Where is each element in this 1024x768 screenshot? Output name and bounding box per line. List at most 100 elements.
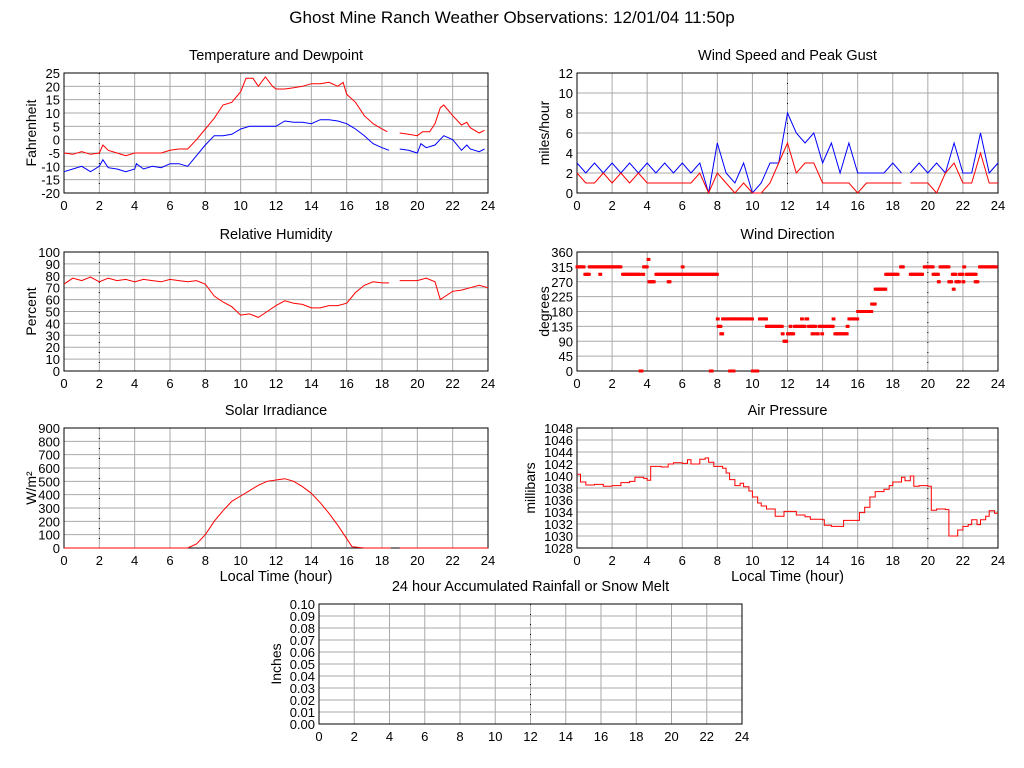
x-tick-label: 14 bbox=[559, 729, 573, 744]
x-tick-label: 16 bbox=[339, 376, 353, 391]
y-tick-label: 0.05 bbox=[290, 657, 315, 672]
y-axis-label: millibars bbox=[522, 462, 538, 513]
x-tick-label: 2 bbox=[96, 198, 103, 213]
y-tick-label: 400 bbox=[38, 488, 60, 503]
plot-frame bbox=[63, 72, 489, 194]
y-tick-label: 0 bbox=[53, 364, 60, 379]
x-tick-label: 22 bbox=[700, 729, 714, 744]
y-axis-label: W/m² bbox=[23, 471, 39, 505]
direction-point bbox=[950, 280, 954, 284]
page-title: Ghost Mine Ranch Weather Observations: 1… bbox=[289, 8, 735, 27]
y-tick-label: 5 bbox=[53, 119, 60, 134]
x-tick-label: 14 bbox=[304, 553, 318, 568]
y-tick-label: 180 bbox=[551, 305, 573, 320]
y-tick-label: 10 bbox=[46, 352, 60, 367]
x-tick-label: 22 bbox=[956, 376, 970, 391]
direction-point bbox=[668, 280, 672, 284]
direction-point bbox=[901, 265, 905, 269]
y-tick-label: 1030 bbox=[544, 529, 573, 544]
y-tick-label: 0 bbox=[566, 186, 573, 201]
direction-point bbox=[846, 324, 850, 328]
x-tick-label: 6 bbox=[166, 553, 173, 568]
x-tick-label: 0 bbox=[60, 376, 67, 391]
y-tick-label: 4 bbox=[566, 146, 573, 161]
x-tick-label: 10 bbox=[233, 198, 247, 213]
direction-point bbox=[638, 272, 642, 276]
direction-point bbox=[937, 280, 941, 284]
x-tick-label: 12 bbox=[523, 729, 537, 744]
x-tick-label: 12 bbox=[780, 376, 794, 391]
y-tick-label: 0.01 bbox=[290, 705, 315, 720]
direction-point bbox=[764, 317, 768, 321]
direction-point bbox=[721, 332, 725, 336]
x-tick-label: 0 bbox=[315, 729, 322, 744]
plot-frame bbox=[318, 603, 743, 725]
chart-title: Solar Irradiance bbox=[225, 403, 327, 419]
direction-point bbox=[800, 317, 804, 321]
x-tick-label: 20 bbox=[921, 376, 935, 391]
y-tick-label: 15 bbox=[46, 93, 60, 108]
solar-chart: 0 2 4 6 8 10 12 14 16 18 20 22 240100200300400500600… bbox=[23, 403, 495, 585]
x-tick-label: 14 bbox=[815, 553, 829, 568]
rain-chart: 0 2 4 6 8 10 12 14 16 18 20 22 240.000.010.020.030.0… bbox=[268, 579, 749, 744]
x-tick-label: 8 bbox=[202, 198, 209, 213]
y-tick-label: 1032 bbox=[544, 517, 573, 532]
direction-point bbox=[640, 369, 644, 373]
wind-series-0 bbox=[576, 111, 999, 195]
x-tick-label: 4 bbox=[644, 198, 651, 213]
x-tick-label: 20 bbox=[921, 553, 935, 568]
y-tick-label: 20 bbox=[46, 79, 60, 94]
y-tick-label: 70 bbox=[46, 281, 60, 296]
x-tick-label: 12 bbox=[269, 376, 283, 391]
x-tick-label: 24 bbox=[991, 376, 1005, 391]
temp-chart: 0 2 4 6 8 10 12 14 16 18 20 22 24-20-15-10-505101520… bbox=[23, 48, 495, 213]
direction-point bbox=[785, 339, 789, 343]
x-tick-label: 24 bbox=[735, 729, 749, 744]
x-tick-label: 4 bbox=[644, 376, 651, 391]
x-tick-label: 12 bbox=[269, 553, 283, 568]
x-tick-label: 22 bbox=[445, 198, 459, 213]
x-tick-label: 20 bbox=[410, 198, 424, 213]
x-tick-label: 22 bbox=[445, 376, 459, 391]
y-tick-label: 0 bbox=[53, 133, 60, 148]
direction-point bbox=[780, 324, 784, 328]
y-tick-label: 600 bbox=[38, 461, 60, 476]
x-tick-label: 10 bbox=[233, 376, 247, 391]
y-tick-label: 80 bbox=[46, 269, 60, 284]
direction-point bbox=[582, 265, 586, 269]
y-tick-label: 10 bbox=[46, 106, 60, 121]
y-tick-label: 45 bbox=[559, 349, 573, 364]
x-tick-label: 18 bbox=[375, 198, 389, 213]
direction-point bbox=[792, 332, 796, 336]
direction-point bbox=[715, 272, 719, 276]
x-tick-label: 14 bbox=[304, 198, 318, 213]
x-tick-label: 0 bbox=[573, 553, 580, 568]
y-tick-label: 90 bbox=[559, 334, 573, 349]
plot-frame bbox=[63, 427, 489, 549]
y-tick-label: 12 bbox=[559, 66, 573, 81]
y-tick-label: 2 bbox=[566, 166, 573, 181]
x-tick-label: 18 bbox=[886, 376, 900, 391]
direction-point bbox=[884, 287, 888, 291]
x-tick-label: 18 bbox=[375, 553, 389, 568]
x-tick-label: 2 bbox=[96, 553, 103, 568]
y-tick-label: 6 bbox=[566, 126, 573, 141]
y-tick-label: 0 bbox=[566, 364, 573, 379]
x-tick-label: 2 bbox=[608, 553, 615, 568]
direction-point bbox=[856, 317, 860, 321]
direction-point bbox=[719, 324, 723, 328]
y-tick-label: 0.00 bbox=[290, 717, 315, 732]
direction-point bbox=[821, 332, 825, 336]
y-tick-label: 900 bbox=[38, 421, 60, 436]
y-tick-label: -20 bbox=[41, 186, 60, 201]
x-tick-label: 10 bbox=[488, 729, 502, 744]
x-tick-label: 24 bbox=[481, 553, 495, 568]
direction-point bbox=[619, 265, 623, 269]
x-tick-label: 16 bbox=[850, 376, 864, 391]
x-tick-label: 4 bbox=[386, 729, 393, 744]
chart-title: Relative Humidity bbox=[220, 227, 334, 243]
pressure-chart: 0 2 4 6 8 10 12 14 16 18 20 22 241028103010321034103… bbox=[522, 403, 1005, 585]
x-tick-label: 10 bbox=[745, 553, 759, 568]
direction-chart: 0 2 4 6 8 10 12 14 16 18 20 22 240459013518022527031… bbox=[536, 227, 1005, 391]
